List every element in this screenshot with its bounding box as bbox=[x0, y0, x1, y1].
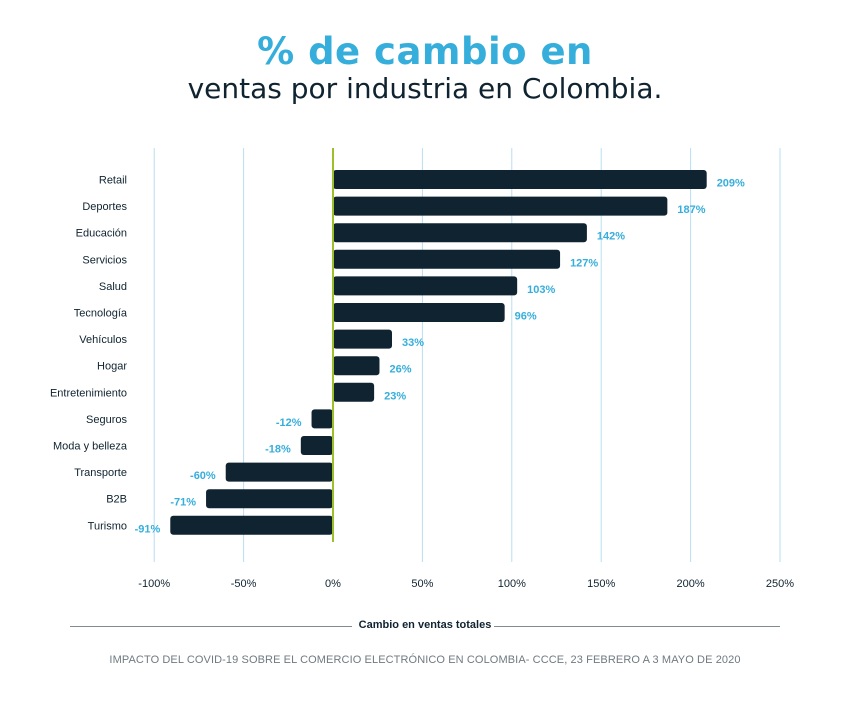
data-label: -91% bbox=[135, 523, 161, 535]
data-label: -71% bbox=[170, 497, 196, 509]
chart-subtitle: ventas por industria en Colombia. bbox=[187, 72, 663, 105]
bar bbox=[333, 276, 518, 296]
data-label: -60% bbox=[190, 470, 216, 482]
x-tick-label: 200% bbox=[677, 578, 705, 590]
chart-title: % de cambio en bbox=[257, 30, 593, 73]
x-tick-label: 50% bbox=[411, 578, 433, 590]
data-label: 209% bbox=[717, 178, 745, 190]
bar bbox=[333, 303, 505, 322]
source-note: IMPACTO DEL COVID-19 SOBRE EL COMERCIO E… bbox=[109, 654, 741, 666]
bar bbox=[311, 409, 333, 429]
data-label: 96% bbox=[515, 311, 537, 323]
bar bbox=[333, 196, 668, 216]
x-tick-label: 150% bbox=[587, 578, 615, 590]
category-label: Moda y belleza bbox=[53, 441, 128, 453]
category-label: Tecnología bbox=[74, 308, 128, 320]
data-label: 33% bbox=[402, 337, 424, 349]
bar bbox=[333, 356, 380, 376]
data-label: 187% bbox=[677, 204, 705, 216]
category-label: B2B bbox=[106, 494, 127, 506]
data-label: -12% bbox=[276, 417, 302, 429]
category-label: Transporte bbox=[74, 467, 127, 479]
data-label: 23% bbox=[384, 390, 406, 402]
x-tick-label: 250% bbox=[766, 578, 794, 590]
bar bbox=[333, 329, 393, 349]
data-label: -18% bbox=[265, 444, 291, 456]
bar bbox=[225, 462, 333, 482]
category-label: Retail bbox=[99, 175, 127, 187]
x-axis-title-rule-left bbox=[70, 626, 352, 627]
data-label: 142% bbox=[597, 231, 625, 243]
category-label: Hogar bbox=[97, 361, 127, 373]
bar bbox=[333, 223, 587, 243]
category-label: Deportes bbox=[82, 201, 127, 213]
category-label: Vehículos bbox=[79, 334, 127, 346]
x-tick-label: -100% bbox=[138, 578, 170, 590]
bar bbox=[170, 515, 333, 535]
bar bbox=[333, 382, 375, 402]
category-label: Salud bbox=[99, 281, 127, 293]
x-axis-title: Cambio en ventas totales bbox=[358, 619, 492, 631]
category-label: Turismo bbox=[88, 520, 127, 532]
bar bbox=[300, 436, 333, 455]
category-label: Servicios bbox=[82, 254, 127, 266]
category-label: Entretenimiento bbox=[50, 387, 127, 399]
x-tick-label: 0% bbox=[325, 578, 341, 590]
data-label: 26% bbox=[389, 364, 411, 376]
bar bbox=[206, 489, 333, 509]
x-tick-label: 100% bbox=[498, 578, 526, 590]
bar bbox=[333, 249, 561, 269]
x-axis-title-row: Cambio en ventas totales bbox=[70, 616, 780, 636]
category-label: Educación bbox=[76, 228, 127, 240]
data-label: 127% bbox=[570, 257, 598, 269]
x-tick-label: -50% bbox=[231, 578, 257, 590]
bar bbox=[333, 170, 707, 189]
data-label: 103% bbox=[527, 284, 555, 296]
category-label: Seguros bbox=[86, 414, 127, 426]
bar-chart: -100% -50% 0% 50% 100% 150% 200% 250% Retail 209%… bbox=[50, 148, 794, 590]
x-axis-title-rule-right bbox=[494, 626, 780, 627]
